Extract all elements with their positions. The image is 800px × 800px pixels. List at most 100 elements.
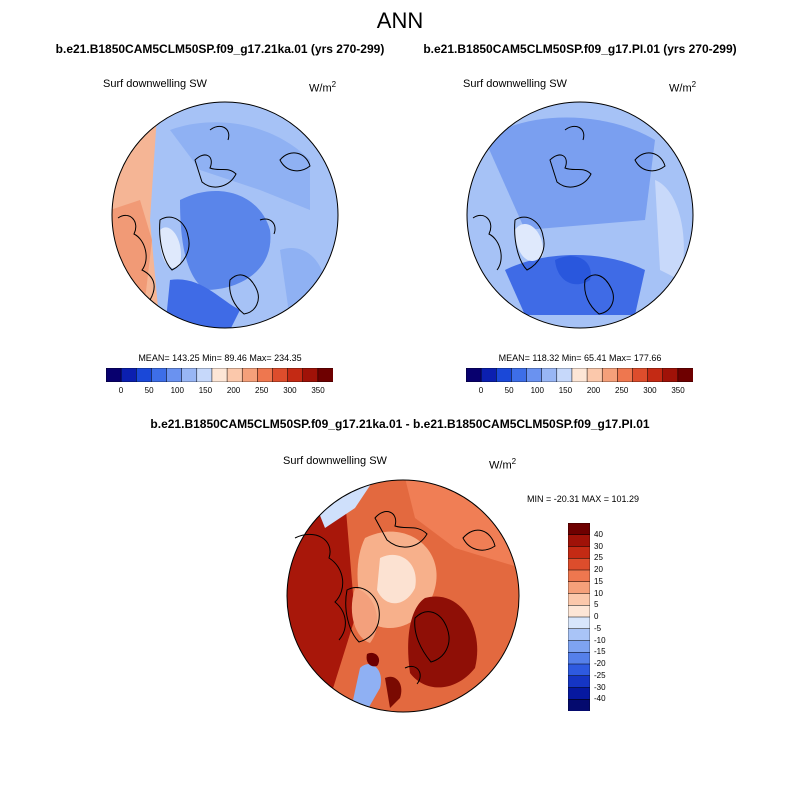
panel2-colorbar-tick-label: 50 bbox=[504, 386, 514, 395]
diff-colorbar-tick-label: 15 bbox=[594, 576, 603, 586]
diff-colorbar bbox=[568, 523, 590, 711]
panel1-colorbar-swatch bbox=[106, 368, 122, 382]
diff-colorbar-labels: 40 30 25 20 15 10 5 0 -5 -10 -15 -20 -25 -30 -40 bbox=[594, 523, 634, 711]
panel2-polar-map bbox=[466, 101, 694, 329]
panel1-colorbar-swatch bbox=[241, 368, 258, 382]
diff-colorbar-swatch bbox=[568, 558, 590, 571]
panel2-colorbar-labels: 0 50 100 150 200 250 300 350 bbox=[466, 386, 693, 398]
panel2-colorbar-swatch bbox=[662, 368, 679, 382]
panel1-colorbar-tick-label: 250 bbox=[255, 386, 269, 395]
diff-case-title: b.e21.B1850CAM5CLM50SP.f09_g17.21ka.01 -… bbox=[150, 417, 650, 431]
panel2-case-title: b.e21.B1850CAM5CLM50SP.f09_g17.PI.01 (yr… bbox=[423, 42, 737, 56]
panel1-map-border bbox=[111, 101, 339, 329]
panel2-variable-label: Surf downwelling SW bbox=[463, 78, 567, 90]
diff-units: W/m2 bbox=[489, 457, 516, 472]
diff-colorbar-tick-label: 30 bbox=[594, 541, 603, 551]
panel1-colorbar-tick-label: 0 bbox=[118, 386, 124, 395]
panel2-colorbar-tick-label: 200 bbox=[586, 386, 601, 395]
panel2-colorbar-tick-label: 0 bbox=[478, 386, 484, 395]
main-title: ANN bbox=[376, 8, 424, 33]
diff-colorbar-swatch bbox=[568, 699, 590, 711]
panel2-units-text: W/m bbox=[669, 82, 692, 95]
diff-colorbar-tick-label: 5 bbox=[594, 600, 599, 610]
panel2-colorbar-tick-label: 150 bbox=[558, 386, 573, 395]
panel1-stats: MEAN= 143.25 Min= 89.46 Max= 234.35 bbox=[138, 353, 302, 363]
panel1-colorbar-tick-label: 150 bbox=[198, 386, 213, 395]
panel2-colorbar-tick-label: 250 bbox=[615, 386, 629, 395]
diff-colorbar-swatch bbox=[568, 534, 590, 548]
panel1-colorbar bbox=[106, 368, 333, 382]
diff-colorbar-swatch bbox=[568, 628, 590, 642]
panel2-colorbar-swatch bbox=[586, 368, 603, 382]
panel1-colorbar-swatch bbox=[272, 368, 289, 382]
panel1-units-text: W/m bbox=[309, 82, 332, 95]
diff-colorbar-tick-label: -40 bbox=[594, 694, 606, 704]
diff-colorbar-tick-label: -15 bbox=[594, 647, 606, 657]
diff-colorbar-swatch bbox=[568, 523, 590, 536]
panel1-colorbar-swatch bbox=[302, 368, 319, 382]
panel1-colorbar-tick-label: 200 bbox=[226, 386, 241, 395]
diff-colorbar-tick-label: 25 bbox=[594, 553, 603, 563]
panel1-colorbar-tick-label: 300 bbox=[283, 386, 297, 395]
panel1-colorbar-swatch bbox=[196, 368, 213, 382]
panel2-units-exponent: 2 bbox=[691, 80, 697, 89]
panel2-coastlines bbox=[472, 125, 666, 315]
diff-map-border bbox=[286, 479, 520, 713]
panel2-stats: MEAN= 118.32 Min= 65.41 Max= 177.66 bbox=[498, 353, 662, 363]
diff-colorbar-swatch bbox=[568, 546, 590, 559]
panel1-colorbar-tick-label: 100 bbox=[170, 386, 184, 395]
panel1-colorbar-swatch bbox=[151, 368, 168, 382]
diff-colorbar-tick-label: -25 bbox=[594, 670, 606, 680]
diff-coastlines bbox=[294, 511, 496, 685]
panel1-colorbar-swatch bbox=[257, 368, 274, 382]
panel2-colorbar-tick-label: 100 bbox=[530, 386, 544, 395]
panel2-colorbar-swatch bbox=[677, 368, 693, 382]
diff-colorbar-tick-label: 40 bbox=[594, 529, 603, 539]
panel2-colorbar-swatch bbox=[466, 368, 482, 382]
panel2-colorbar-swatch bbox=[632, 368, 649, 382]
diff-colorbar-swatch bbox=[568, 663, 590, 677]
diff-polar-map bbox=[286, 479, 520, 713]
panel1-colorbar-tick-label: 350 bbox=[311, 386, 325, 395]
diff-colorbar-swatch bbox=[568, 569, 590, 583]
diff-colorbar-tick-label: -10 bbox=[594, 635, 606, 645]
diff-stats: MIN = -20.31 MAX = 101.29 bbox=[526, 494, 640, 504]
diff-colorbar-swatch bbox=[568, 652, 590, 665]
panel1-colorbar-swatch bbox=[211, 368, 228, 382]
panel1-colorbar-tick-label: 50 bbox=[144, 386, 154, 395]
diff-colorbar-tick-label: -5 bbox=[594, 623, 602, 633]
panel2-colorbar-tick-label: 350 bbox=[671, 386, 685, 395]
diff-colorbar-tick-label: 0 bbox=[594, 612, 599, 621]
panel1-polar-map bbox=[111, 101, 339, 329]
diff-colorbar-tick-label: -30 bbox=[594, 682, 606, 692]
panel2-units: W/m2 bbox=[669, 80, 696, 95]
panel1-colorbar-swatch bbox=[287, 368, 304, 382]
panel2-colorbar-swatch bbox=[541, 368, 558, 382]
diff-colorbar-tick-label: 20 bbox=[594, 565, 603, 574]
diff-colorbar-swatch bbox=[568, 616, 590, 630]
panel2-map-border bbox=[466, 101, 694, 329]
panel1-colorbar-swatch bbox=[181, 368, 198, 382]
panel1-colorbar-swatch bbox=[166, 368, 183, 382]
diff-colorbar-swatch bbox=[568, 675, 590, 689]
panel2-colorbar-swatch bbox=[647, 368, 664, 382]
panel1-colorbar-swatch bbox=[120, 368, 137, 382]
diff-colorbar-tick-label: 10 bbox=[594, 588, 603, 598]
panel1-colorbar-swatch bbox=[226, 368, 243, 382]
panel1-variable-label: Surf downwelling SW bbox=[103, 78, 207, 90]
panel1-colorbar-labels: 0 50 100 150 200 250 300 350 bbox=[106, 386, 333, 398]
diff-colorbar-swatch bbox=[568, 640, 590, 653]
panel1-coastlines bbox=[117, 125, 311, 315]
diff-variable-label: Surf downwelling SW bbox=[283, 455, 387, 467]
panel2-colorbar-swatch bbox=[556, 368, 573, 382]
diff-colorbar-swatch bbox=[568, 687, 590, 700]
panel2-colorbar-swatch bbox=[571, 368, 588, 382]
panel2-colorbar-swatch bbox=[511, 368, 528, 382]
diff-colorbar-swatch bbox=[568, 605, 590, 618]
panel2-colorbar-swatch bbox=[496, 368, 512, 382]
diff-units-text: W/m bbox=[489, 459, 512, 472]
panel1-colorbar-swatch bbox=[136, 368, 152, 382]
diff-colorbar-swatch bbox=[568, 593, 590, 606]
panel2-colorbar-swatch bbox=[601, 368, 618, 382]
diff-colorbar-swatch bbox=[568, 581, 590, 595]
